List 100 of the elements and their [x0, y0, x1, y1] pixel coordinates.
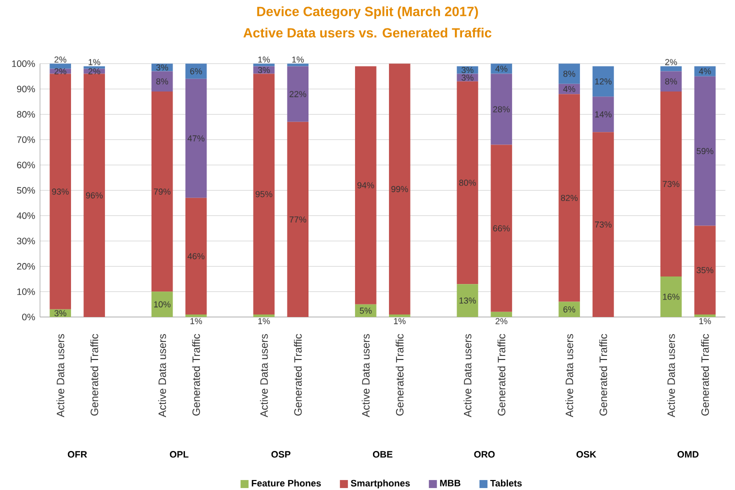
legend-label: Tablets [490, 480, 522, 487]
bar [185, 78, 207, 198]
bar [84, 66, 105, 69]
text: OFR [68, 451, 87, 458]
bar [253, 64, 275, 66]
x-tick-label: Generated Traffic [90, 334, 98, 416]
bar [490, 312, 512, 317]
data-label: 8% [665, 78, 677, 84]
data-label: 1% [394, 318, 406, 324]
y-tick-label: 30% [16, 238, 35, 244]
bar [50, 74, 72, 310]
bar [592, 132, 614, 317]
x-tick-label: Active Data users [565, 334, 574, 418]
chart-subtitle: Active Data users vs. Generated Traffic [243, 28, 492, 38]
bar [558, 302, 580, 317]
data-label: 6% [190, 68, 202, 74]
bar [151, 292, 173, 317]
x-tick-label: Generated Traffic [294, 334, 302, 416]
data-label: 16% [663, 294, 680, 300]
data-label: 46% [188, 253, 204, 260]
bar [355, 304, 376, 317]
bar [185, 314, 207, 317]
bar [490, 144, 512, 312]
y-tick-label: 80% [17, 111, 35, 118]
data-label: 59% [696, 148, 714, 154]
x-tick-label: Generated Traffic [396, 334, 404, 416]
data-label: 3% [258, 66, 270, 74]
chart-title: Device Category Split (March 2017) [257, 6, 478, 19]
data-label: 14% [595, 111, 612, 118]
data-label: 82% [560, 194, 578, 201]
data-label: 8% [563, 70, 576, 77]
bar [660, 276, 682, 317]
data-label: 94% [357, 182, 374, 188]
bar [151, 64, 173, 72]
data-label: 66% [493, 225, 510, 232]
text: OMD [678, 451, 699, 458]
data-label: 73% [594, 221, 612, 228]
data-label: 10% [154, 301, 170, 308]
data-label: 96% [86, 192, 103, 198]
data-label: 4% [495, 66, 508, 72]
y-tick-label: 40% [16, 212, 35, 219]
text: OBE [372, 451, 392, 458]
text: OSK [576, 451, 596, 458]
bar [185, 198, 207, 314]
bar [456, 284, 478, 317]
data-label: 4% [698, 68, 711, 74]
data-label: 3% [462, 66, 474, 74]
data-label: 2% [54, 56, 66, 63]
x-tick-label: Generated Traffic [497, 334, 506, 416]
text: ORO [474, 451, 495, 458]
bar [287, 122, 309, 317]
bar [592, 66, 614, 97]
text: OSP [271, 451, 290, 458]
y-tick-label: 100% [12, 60, 35, 67]
data-label: 2% [665, 59, 677, 66]
bar [490, 64, 512, 74]
y-tick-label: 20% [17, 263, 35, 270]
data-label: 3% [462, 74, 474, 81]
data-label: 5% [360, 308, 372, 314]
bar [253, 314, 275, 317]
bar [151, 71, 173, 92]
bar [558, 94, 580, 302]
bar [694, 314, 716, 317]
data-label: 1% [258, 56, 270, 63]
bar [490, 74, 512, 145]
data-label: 2% [54, 68, 66, 74]
bar [660, 66, 682, 72]
bar [84, 74, 105, 317]
bar [592, 96, 614, 132]
bar [558, 64, 580, 84]
data-label: 2% [496, 318, 508, 324]
bar [50, 64, 72, 69]
legend-label: Feature Phones [252, 480, 321, 487]
data-label: 28% [493, 106, 510, 112]
bar [388, 64, 410, 314]
x-tick-label: Generated Traffic [701, 334, 709, 416]
data-label: 80% [459, 180, 476, 186]
data-label: 3% [156, 64, 168, 71]
data-label: 1% [190, 318, 202, 324]
bar [660, 71, 682, 92]
data-label: 93% [52, 188, 69, 195]
legend-label: Smartphones [350, 480, 410, 488]
bar [660, 92, 682, 276]
y-tick-label: 0% [22, 314, 35, 320]
bar [456, 81, 478, 284]
data-label: 99% [391, 186, 408, 192]
bar [355, 66, 376, 304]
data-label: 12% [595, 78, 612, 84]
data-label: 47% [188, 135, 204, 142]
data-label: 1% [88, 59, 100, 66]
bar [287, 66, 309, 122]
data-label: 22% [290, 91, 306, 98]
data-label: 8% [156, 78, 168, 84]
y-tick-label: 70% [17, 136, 35, 143]
data-label: 3% [54, 310, 66, 316]
data-label: 1% [258, 318, 270, 324]
x-tick-label: Active Data users [56, 334, 64, 418]
data-label: 6% [563, 306, 576, 312]
data-label: 35% [696, 267, 714, 274]
x-tick-label: Active Data users [464, 334, 472, 418]
